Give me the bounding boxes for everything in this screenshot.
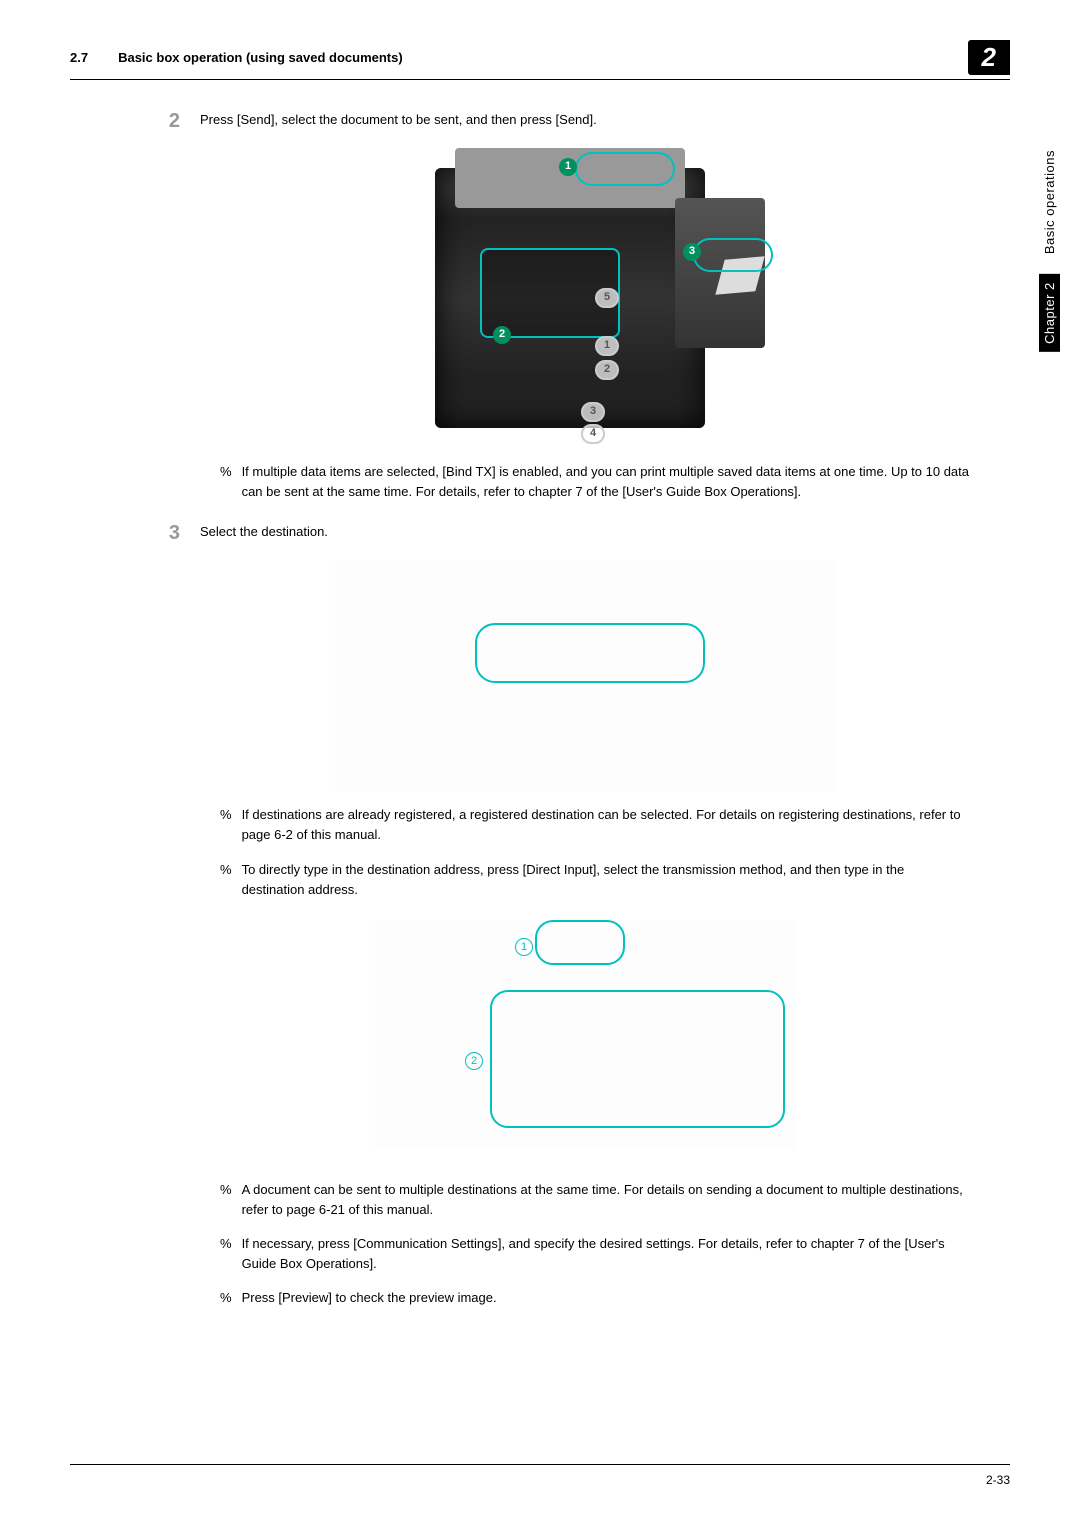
note-marker: % xyxy=(220,805,232,845)
annotation-box-3 xyxy=(693,238,773,272)
page-footer: 2-33 xyxy=(70,1464,1010,1487)
destination-highlight xyxy=(475,623,705,683)
note-marker: % xyxy=(220,1180,232,1220)
page-number: 2-33 xyxy=(986,1473,1010,1487)
note-s3a: % If destinations are already registered… xyxy=(220,805,970,845)
callout-1: 1 xyxy=(559,158,577,176)
callout-3: 3 xyxy=(683,243,701,261)
printer-figure: 1 2 3 5 1 2 3 4 xyxy=(405,148,765,448)
note-text: Press [Preview] to check the preview ima… xyxy=(242,1288,497,1308)
callout-2: 2 xyxy=(493,326,511,344)
header-left: 2.7 Basic box operation (using saved doc… xyxy=(70,50,403,65)
content: 2 Press [Send], select the document to b… xyxy=(70,110,1010,1309)
note-marker: % xyxy=(220,1288,232,1308)
chapter-badge: 2 xyxy=(968,40,1010,75)
side-section: Basic operations xyxy=(1042,150,1057,254)
note-s3d: % If necessary, press [Communication Set… xyxy=(220,1234,970,1274)
note-marker: % xyxy=(220,1234,232,1274)
note-text: If multiple data items are selected, [Bi… xyxy=(242,462,970,502)
tray-1-icon: 1 xyxy=(595,336,619,356)
step-body: Press [Send], select the document to be … xyxy=(200,110,970,502)
step-text: Select the destination. xyxy=(200,524,328,539)
section-number: 2.7 xyxy=(70,50,88,65)
step-3: 3 Select the destination. % If destinati… xyxy=(160,522,970,1309)
direct-main-highlight xyxy=(490,990,785,1128)
annotation-box-1 xyxy=(575,152,675,186)
note-s3b: % To directly type in the destination ad… xyxy=(220,860,970,900)
step-number: 2 xyxy=(160,110,180,502)
side-label: Chapter 2 Basic operations xyxy=(1039,150,1060,352)
tray-5-icon: 5 xyxy=(595,288,619,308)
section-title: Basic box operation (using saved documen… xyxy=(118,50,403,65)
note-text: To directly type in the destination addr… xyxy=(242,860,970,900)
page-header: 2.7 Basic box operation (using saved doc… xyxy=(70,40,1010,80)
note-marker: % xyxy=(220,462,232,502)
note-marker: % xyxy=(220,860,232,900)
tray-2-icon: 2 xyxy=(595,360,619,380)
note-text: If necessary, press [Communication Setti… xyxy=(242,1234,970,1274)
direct-input-figure: 1 2 xyxy=(375,920,795,1150)
note-s2: % If multiple data items are selected, [… xyxy=(220,462,970,502)
step-text: Press [Send], select the document to be … xyxy=(200,112,597,127)
step-2: 2 Press [Send], select the document to b… xyxy=(160,110,970,502)
tray-4-icon: 4 xyxy=(581,424,605,444)
note-s3e: % Press [Preview] to check the preview i… xyxy=(220,1288,970,1308)
step-number: 3 xyxy=(160,522,180,1309)
note-text: If destinations are already registered, … xyxy=(242,805,970,845)
note-s3c: % A document can be sent to multiple des… xyxy=(220,1180,970,1220)
side-chapter: Chapter 2 xyxy=(1039,274,1060,352)
step-body: Select the destination. % If destination… xyxy=(200,522,970,1309)
circle-num-1: 1 xyxy=(515,938,533,956)
destination-figure xyxy=(335,561,835,791)
direct-tab-highlight xyxy=(535,920,625,965)
circle-num-2: 2 xyxy=(465,1052,483,1070)
tray-3-icon: 3 xyxy=(581,402,605,422)
note-text: A document can be sent to multiple desti… xyxy=(242,1180,970,1220)
